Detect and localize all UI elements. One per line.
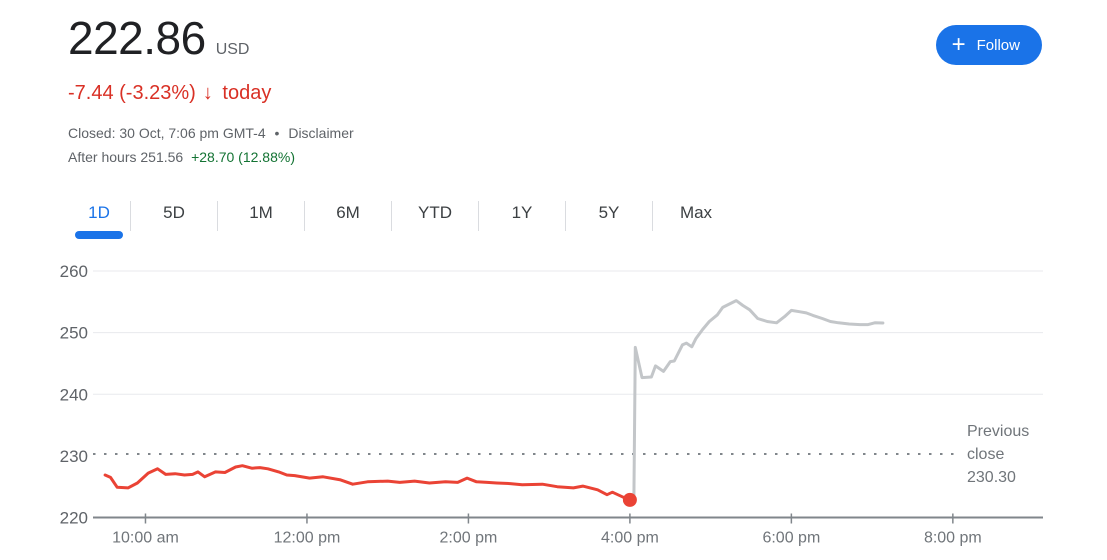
price-line-after-hours	[628, 299, 885, 502]
price-change-line: -7.44 (-3.23%) ↓ today	[68, 82, 354, 105]
tab-label: 6M	[336, 203, 360, 222]
y-tick-label: 220	[60, 509, 88, 528]
tab-divider	[478, 201, 479, 231]
x-tick-label: 8:00 pm	[924, 530, 982, 547]
tab-1d[interactable]: 1D	[68, 201, 130, 243]
tab-max[interactable]: Max	[653, 201, 739, 243]
tab-label: YTD	[418, 203, 452, 222]
previous-close-label-line: Previous	[967, 423, 1030, 440]
dot-separator: •	[274, 125, 280, 141]
price-change-value: -7.44 (-3.23%)	[68, 82, 196, 104]
tab-label: 5Y	[598, 203, 620, 222]
tab-ytd[interactable]: YTD	[392, 201, 478, 243]
price-line: 222.86 USD	[68, 14, 354, 62]
after-hours-line: After hours 251.56 +28.70 (12.88%)	[68, 149, 354, 165]
tab-label: Max	[679, 203, 713, 222]
y-tick-label: 250	[60, 324, 88, 343]
price-chart: 220 230 240 250 260 10:00 am 12:00 pm 2:00 pm 4:…	[0, 255, 1107, 555]
y-tick-label: 260	[60, 262, 88, 281]
tab-1m[interactable]: 1M	[218, 201, 304, 243]
tab-6m[interactable]: 6M	[305, 201, 391, 243]
x-tick-label: 4:00 pm	[601, 530, 659, 547]
tab-label: 1Y	[511, 203, 533, 222]
disclaimer-link[interactable]: Disclaimer	[288, 125, 354, 141]
active-tab-indicator	[75, 231, 123, 239]
tab-label: 5D	[163, 203, 185, 222]
tab-divider	[217, 201, 218, 231]
tab-divider	[304, 201, 305, 231]
after-hours-price: After hours 251.56	[68, 149, 184, 165]
previous-close-label-line: 230.30	[967, 469, 1016, 486]
currency-label: USD	[215, 41, 250, 58]
after-hours-change: +28.70 (12.88%)	[191, 149, 295, 165]
tab-5y[interactable]: 5Y	[566, 201, 652, 243]
tab-label: 1D	[88, 203, 110, 222]
arrow-down-icon: ↓	[202, 82, 213, 104]
price-line-market-hours	[103, 464, 632, 502]
x-tick-label: 6:00 pm	[762, 530, 820, 547]
quote-header: 222.86 USD -7.44 (-3.23%) ↓ today Closed:…	[0, 0, 1107, 165]
stock-price: 222.86	[68, 12, 206, 64]
follow-button[interactable]: + Follow	[935, 25, 1042, 65]
follow-button-label: Follow	[976, 36, 1020, 54]
tab-divider	[565, 201, 566, 231]
previous-close-label: Previous close 230.30	[967, 420, 1029, 489]
x-tick-label: 12:00 pm	[274, 530, 341, 547]
market-status-text: Closed: 30 Oct, 7:06 pm GMT-4	[68, 125, 266, 141]
previous-close-label-line: close	[967, 446, 1005, 463]
price-change-period: today	[222, 82, 272, 104]
market-status-line: Closed: 30 Oct, 7:06 pm GMT-4 • Disclaim…	[68, 125, 354, 141]
tab-label: 1M	[249, 203, 273, 222]
tab-5d[interactable]: 5D	[131, 201, 217, 243]
tab-1y[interactable]: 1Y	[479, 201, 565, 243]
time-range-tabs: 1D 5D 1M 6M YTD 1Y 5Y Max	[68, 201, 1107, 243]
x-tick-label: 2:00 pm	[440, 530, 498, 547]
tab-divider	[391, 201, 392, 231]
tab-divider	[652, 201, 653, 231]
last-price-dot	[622, 492, 637, 507]
plus-icon: +	[951, 31, 966, 58]
chart-canvas[interactable]: 220 230 240 250 260 10:00 am 12:00 pm 2:00 pm 4:…	[0, 255, 1107, 555]
y-tick-label: 240	[60, 385, 88, 404]
x-tick-label: 10:00 am	[112, 530, 179, 547]
quote-summary: 222.86 USD -7.44 (-3.23%) ↓ today Closed:…	[68, 14, 354, 165]
y-tick-label: 230	[60, 447, 88, 466]
tab-divider	[130, 201, 131, 231]
